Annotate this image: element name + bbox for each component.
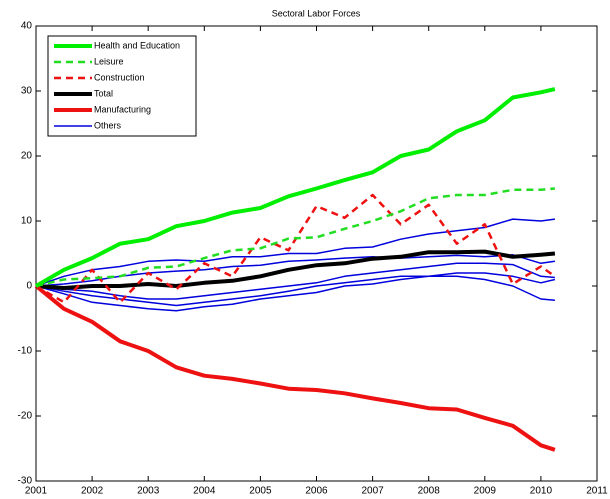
series-line: [35, 249, 556, 290]
legend-box: [47, 35, 197, 137]
x-tick-label: 2008: [418, 486, 441, 497]
legend-label: Manufacturing: [94, 104, 151, 114]
series-line: [35, 193, 556, 304]
series-line: [34, 87, 556, 288]
x-tick-label: 2010: [530, 486, 553, 497]
series-line: [35, 187, 556, 288]
x-tick-label: 2009: [474, 486, 497, 497]
y-tick-label: 30: [21, 86, 33, 97]
y-tick-label: 40: [21, 21, 33, 32]
y-tick-label: 0: [26, 281, 32, 292]
series-line: [34, 284, 556, 452]
chart-title: Sectoral Labor Forces: [272, 8, 361, 18]
x-tick-label: 2001: [25, 486, 48, 497]
legend-label: Construction: [94, 72, 145, 82]
x-tick-label: 2011: [586, 486, 608, 497]
legend-label: Others: [94, 120, 122, 130]
series-line: [35, 275, 555, 307]
y-tick-label: -10: [18, 346, 33, 357]
series-line: [35, 272, 556, 312]
x-tick-label: 2003: [137, 486, 160, 497]
x-tick-label: 2006: [305, 486, 328, 497]
x-tick-label: 2005: [249, 486, 272, 497]
legend-label: Total: [94, 88, 113, 98]
x-tick-label: 2002: [81, 486, 104, 497]
x-tick-label: 2004: [193, 486, 216, 497]
y-tick-label: 20: [21, 151, 33, 162]
legend-label: Health and Education: [94, 40, 180, 50]
legend: Health and Education Leisure Construction T…: [47, 35, 197, 137]
y-tick-label: -30: [18, 476, 33, 487]
x-tick-label: 2007: [361, 486, 384, 497]
y-tick-label: -20: [18, 411, 33, 422]
series-line: [35, 218, 556, 287]
legend-label: Leisure: [94, 56, 124, 66]
y-tick-label: 10: [21, 216, 33, 227]
